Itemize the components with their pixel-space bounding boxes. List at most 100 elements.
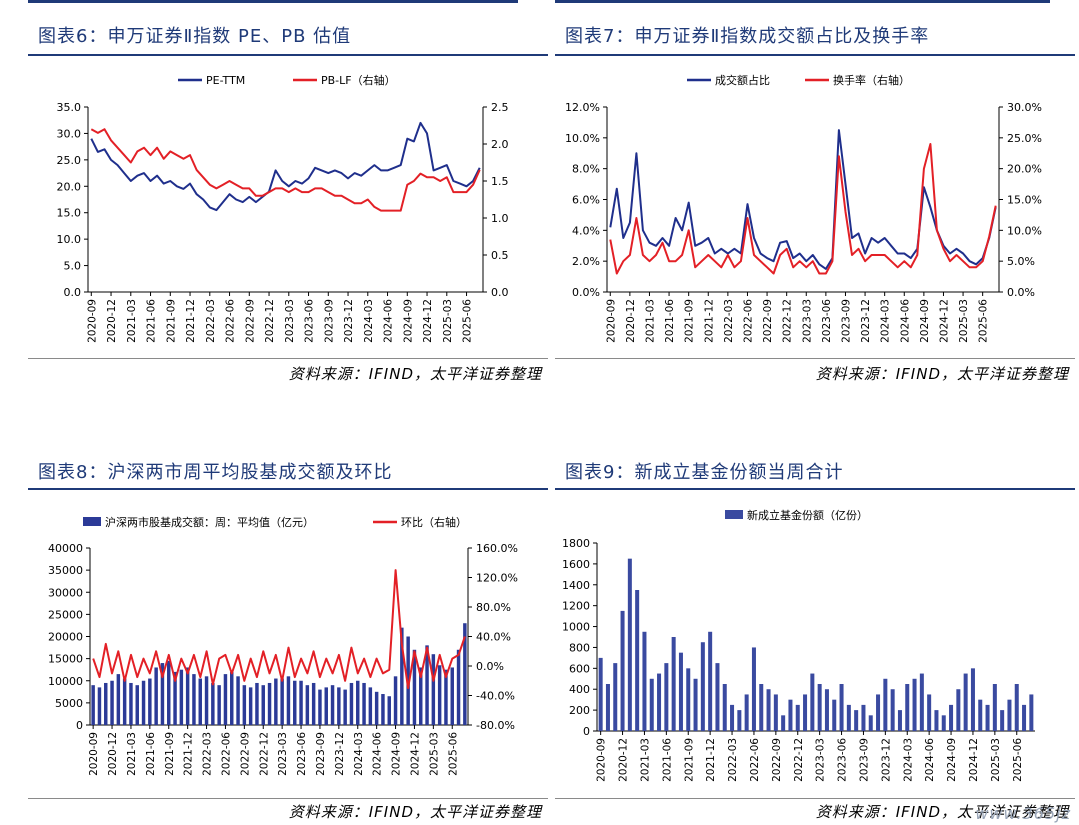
- bar: [1014, 684, 1019, 731]
- x-tick-label: 2023-12: [334, 732, 346, 776]
- x-tick-label: 2023-09: [315, 732, 327, 776]
- y-left-tick-label: 25.0: [57, 154, 82, 167]
- x-tick-label: 2023-09: [323, 299, 335, 343]
- bar: [311, 682, 316, 725]
- bar: [759, 684, 764, 731]
- x-tick-label: 2024-06: [924, 738, 936, 782]
- bar: [839, 684, 844, 731]
- bar: [905, 684, 910, 731]
- panel-9-title: 图表9：新成立基金份额当周合计: [565, 462, 844, 483]
- bar: [179, 669, 184, 725]
- y-right-tick-label: 1.0: [491, 212, 509, 225]
- bar: [627, 558, 632, 731]
- x-tick-label: 2023-03: [277, 732, 289, 776]
- y-right-tick-label: 2.0: [491, 138, 509, 151]
- x-tick-label: 2020-09: [605, 299, 617, 343]
- chart-7: 0.0% 2.0% 4.0% 6.0% 8.0% 10.0% 12.0% 0.0% 5.0% 10…: [565, 73, 1042, 343]
- y-right-tick-label: 1.5: [491, 175, 509, 188]
- x-tick-label: 2023-06: [304, 299, 316, 343]
- bar: [456, 649, 461, 725]
- panel-8: 图表8：沪深两市周平均股基成交额及环比 0 5000 10000 15000 20000…: [28, 440, 548, 825]
- y-left-tick-label: 1600: [562, 558, 590, 571]
- bar: [230, 671, 234, 725]
- bar: [368, 687, 373, 725]
- bar: [744, 694, 749, 731]
- y-left-tick-label: 5000: [55, 697, 83, 710]
- bar: [868, 715, 873, 731]
- bar: [949, 704, 954, 731]
- bar: [223, 674, 228, 725]
- bar: [274, 678, 278, 725]
- bar: [211, 682, 215, 725]
- x-tick-label: 2023-12: [860, 299, 872, 343]
- bar: [861, 704, 866, 731]
- bar: [788, 699, 793, 731]
- bar: [381, 694, 385, 725]
- bar: [261, 685, 265, 725]
- bar: [280, 678, 284, 725]
- panel-8-source: 资料来源：IFIND，太平洋证券整理: [288, 803, 542, 821]
- x-tick-label: 2020-12: [106, 299, 118, 343]
- top-rule-left: [28, 0, 518, 3]
- x-tick-label: 2021-12: [705, 738, 717, 782]
- x-tick-label: 2024-06: [899, 299, 911, 343]
- bar: [876, 694, 881, 731]
- x-tick-label: 2024-12: [938, 299, 950, 343]
- bar: [751, 647, 756, 731]
- bar: [444, 669, 448, 725]
- bar: [148, 678, 152, 725]
- bar: [204, 676, 209, 725]
- x-tick-label: 2023-03: [815, 738, 827, 782]
- x-tick-label: 2023-09: [858, 738, 870, 782]
- bar: [129, 682, 133, 725]
- panel-6-title: 图表6：申万证券Ⅱ指数 PE、PB 估值: [38, 26, 352, 47]
- x-tick-label: 2023-09: [840, 299, 852, 343]
- chart-6: 0.0 5.0 10.0 15.0 20.0 25.0 30.0 35.0 0.0 0.5 1.0 1…: [57, 73, 509, 343]
- y-left-tick-label: 20.0: [57, 180, 82, 193]
- x-tick-label: 2022-06: [749, 738, 761, 782]
- x-tick-label: 2024-06: [383, 299, 395, 343]
- bar: [248, 687, 253, 725]
- y-left-tick-label: 400: [569, 683, 590, 696]
- bar: [832, 699, 837, 731]
- bar: [122, 678, 127, 725]
- x-tick-label: 2021-03: [126, 732, 138, 776]
- bar: [1022, 704, 1027, 731]
- bar: [803, 694, 808, 731]
- watermark: www.365jz: [975, 804, 1071, 823]
- bar: [185, 667, 190, 725]
- panel-8-source-rule: [28, 798, 548, 799]
- x-tick-label: 2020-09: [88, 732, 100, 776]
- bar: [686, 668, 691, 731]
- bar: [305, 685, 310, 725]
- legend-label: PB-LF（右轴）: [321, 73, 396, 87]
- y-left-tick-label: 35.0: [57, 101, 82, 114]
- x-tick-label: 2024-03: [353, 732, 365, 776]
- bar: [605, 684, 610, 731]
- bar: [91, 685, 95, 725]
- x-tick-label: 2022-12: [264, 299, 276, 343]
- y-left-tick-label: 1400: [562, 579, 590, 592]
- bar: [437, 665, 442, 725]
- x-tick-label: 2022-12: [782, 299, 794, 343]
- panel-8-title: 图表8：沪深两市周平均股基成交额及环比: [38, 462, 393, 483]
- bar: [730, 704, 735, 731]
- legend-label: 沪深两市股基成交额：周：平均值（亿元）: [105, 515, 314, 529]
- bar: [242, 685, 247, 725]
- x-tick-label: 2021-06: [661, 738, 673, 782]
- x-tick-label: 2021-12: [183, 732, 195, 776]
- x-tick-label: 2021-03: [639, 738, 651, 782]
- bar: [934, 710, 939, 731]
- top-rule-right: [555, 0, 1050, 3]
- bar: [97, 687, 102, 725]
- bar: [135, 685, 139, 725]
- x-tick-label: 2023-03: [801, 299, 813, 343]
- y-right-tick-label: 0.0%: [476, 660, 504, 673]
- bar: [463, 623, 467, 725]
- x-tick-label: 2025-03: [442, 299, 454, 343]
- bar: [374, 691, 379, 725]
- x-tick-label: 2021-09: [164, 732, 176, 776]
- bar: [598, 657, 603, 731]
- y-left-tick-label: 35000: [48, 564, 83, 577]
- x-tick-label: 2022-09: [771, 738, 783, 782]
